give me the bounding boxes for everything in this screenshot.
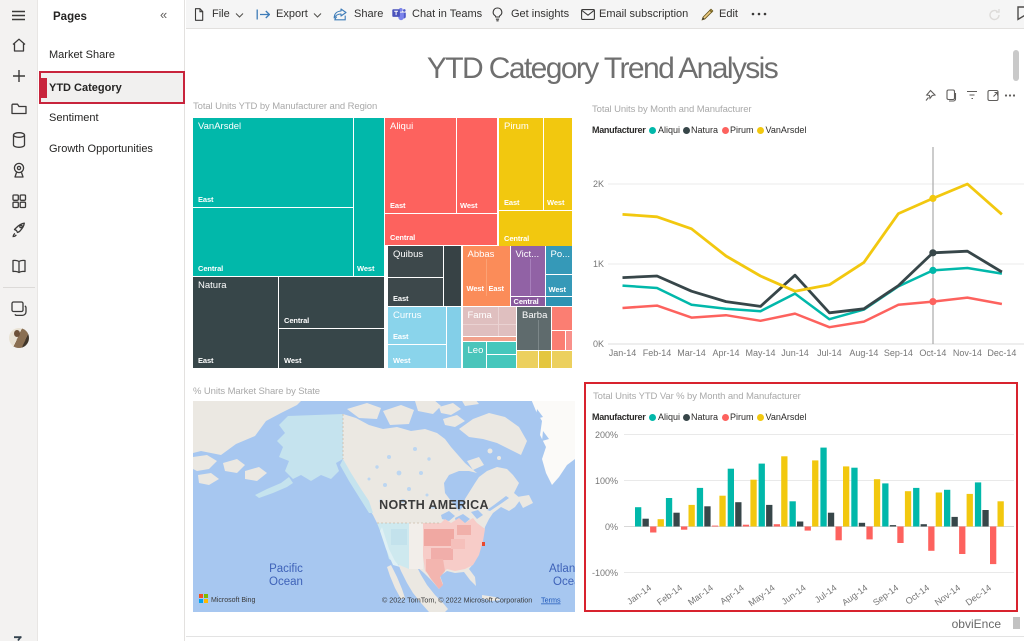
svg-text:Jun-14: Jun-14 (781, 348, 809, 358)
svg-text:2K: 2K (593, 179, 604, 189)
svg-text:Dec-14: Dec-14 (987, 348, 1016, 358)
svg-text:Mar-14: Mar-14 (686, 583, 715, 608)
svg-text:-100%: -100% (592, 568, 618, 578)
svg-text:Jul-14: Jul-14 (817, 348, 842, 358)
svg-text:Apr-14: Apr-14 (712, 348, 739, 358)
svg-text:Mar-14: Mar-14 (677, 348, 706, 358)
svg-text:Microsoft Bing: Microsoft Bing (211, 597, 255, 604)
svg-text:Sep-14: Sep-14 (884, 348, 913, 358)
svg-text:Pacific: Pacific (269, 563, 303, 575)
svg-text:200%: 200% (595, 430, 618, 440)
svg-text:0K: 0K (593, 339, 604, 349)
svg-text:© 2022 TomTom, © 2022 Microsof: © 2022 TomTom, © 2022 Microsoft Corporat… (382, 596, 532, 605)
svg-text:1K: 1K (593, 259, 604, 269)
svg-text:Aug-14: Aug-14 (840, 583, 869, 608)
svg-text:May-14: May-14 (745, 348, 775, 358)
svg-text:Nov-14: Nov-14 (953, 348, 982, 358)
svg-text:Jun-14: Jun-14 (780, 583, 808, 607)
svg-text:Apr-14: Apr-14 (718, 583, 746, 607)
svg-text:Jul-14: Jul-14 (813, 583, 839, 606)
svg-text:Nov-14: Nov-14 (933, 583, 962, 608)
svg-text:0%: 0% (605, 522, 618, 532)
svg-text:May-14: May-14 (747, 583, 777, 608)
svg-text:Oct-14: Oct-14 (904, 583, 932, 607)
svg-text:Terms: Terms (541, 596, 561, 605)
svg-text:Feb-14: Feb-14 (643, 348, 672, 358)
svg-text:NORTH AMERICA: NORTH AMERICA (379, 498, 489, 512)
svg-text:100%: 100% (595, 476, 618, 486)
svg-text:Ocean: Ocean (269, 576, 303, 588)
svg-text:Jan-14: Jan-14 (609, 348, 637, 358)
svg-text:Feb-14: Feb-14 (655, 583, 684, 608)
svg-text:Oct-14: Oct-14 (919, 348, 946, 358)
svg-text:Aug-14: Aug-14 (849, 348, 878, 358)
svg-text:Ocea: Ocea (553, 576, 575, 588)
svg-text:Dec-14: Dec-14 (964, 583, 993, 608)
svg-text:Sep-14: Sep-14 (871, 583, 900, 608)
svg-text:Jan-14: Jan-14 (625, 583, 653, 607)
svg-text:Atlant: Atlant (549, 563, 575, 575)
